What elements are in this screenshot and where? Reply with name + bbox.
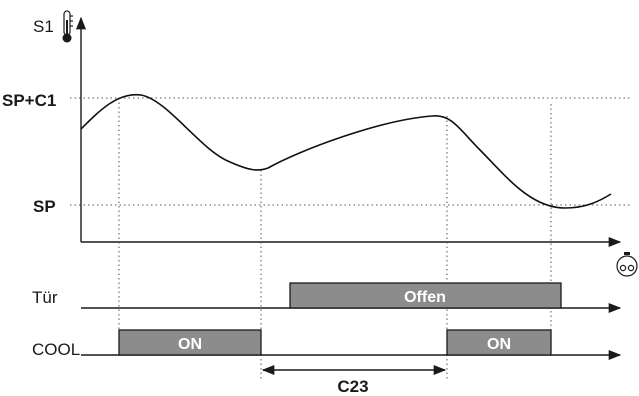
row-label-tuer: Tür xyxy=(32,288,58,307)
temperature-curve xyxy=(80,93,612,209)
bar-label-offen: Offen xyxy=(404,289,446,306)
level-label-sp-c1: SP+C1 xyxy=(2,91,56,110)
thermometer-icon xyxy=(62,10,73,43)
bar-label-on-2: ON xyxy=(487,336,511,353)
level-label-sp: SP xyxy=(33,197,56,216)
stopwatch-icon xyxy=(616,252,638,277)
bar-cool-on-1 xyxy=(118,329,262,356)
row-label-cool: COOL xyxy=(32,340,80,359)
bar-cool-on-2 xyxy=(446,329,552,356)
delay-label-c23: C23 xyxy=(337,377,368,396)
y-axis-label: S1 xyxy=(33,17,54,36)
bar-label-on-1: ON xyxy=(178,336,202,353)
bar-tuer-offen xyxy=(289,282,562,309)
